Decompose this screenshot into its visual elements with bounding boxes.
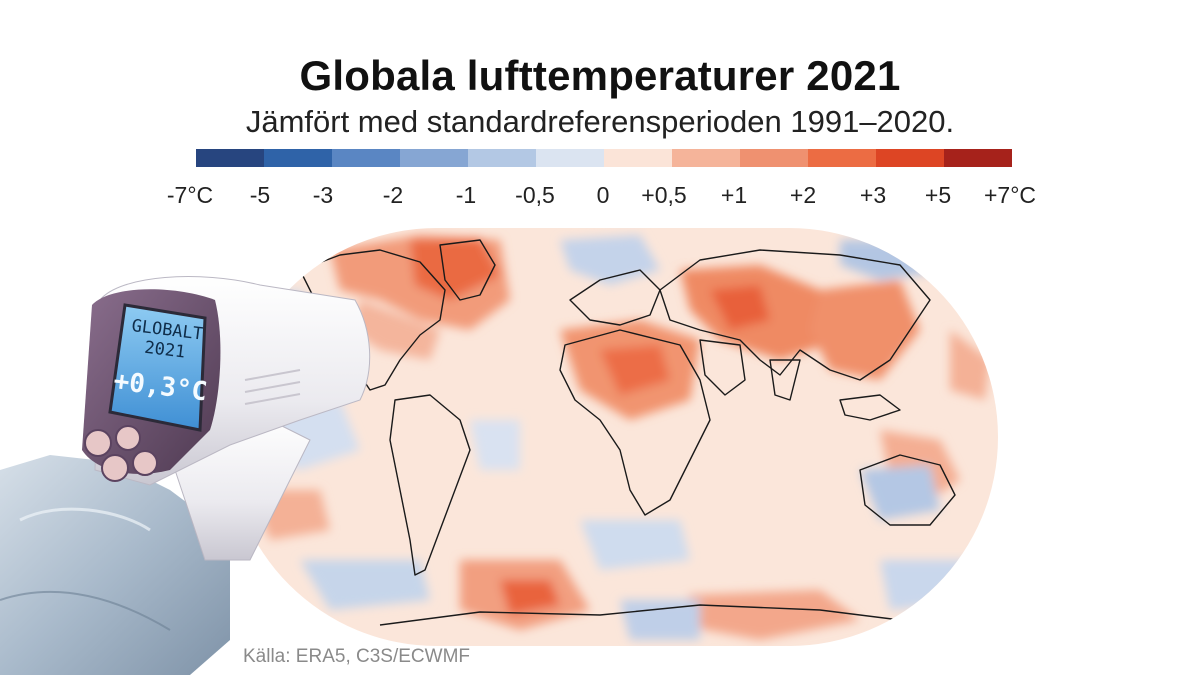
temperature-anomaly-map	[228, 228, 998, 646]
source-credit: Källa: ERA5, C3S/ECWMF	[243, 646, 470, 668]
world-map-area: GLOBALT 2021 +0,3°C	[0, 0, 1200, 675]
